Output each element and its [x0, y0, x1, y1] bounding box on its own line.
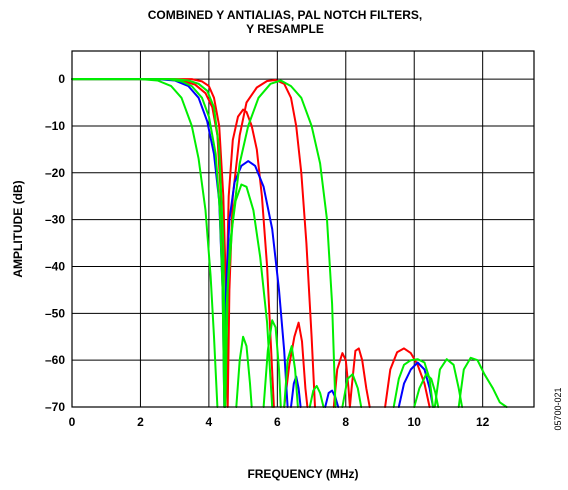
series-line-19: [433, 358, 464, 408]
y-tick-labels: 0 –10 –20 –30 –40 –50 –60 –70: [45, 72, 65, 414]
series-line-11: [71, 78, 337, 408]
chart-title-line-2: Y RESAMPLE: [246, 22, 324, 36]
series-line-9: [71, 78, 219, 408]
series-line-14: [283, 345, 299, 408]
series-line-13: [262, 319, 282, 408]
y-tick-label-4: –40: [45, 259, 65, 273]
x-axis-label: FREQUENCY (MHz): [247, 467, 358, 481]
x-tick-label-4: 8: [342, 415, 349, 429]
series-group: [71, 78, 508, 408]
series-line-7: [324, 389, 340, 408]
x-tick-label-0: 0: [69, 415, 76, 429]
y-axis-label: AMPLITUDE (dB): [11, 180, 25, 277]
x-tick-labels: 0 2 4 6 8 10 12: [69, 415, 490, 429]
series-line-12: [235, 335, 253, 408]
series-line-1: [71, 78, 316, 408]
y-tick-label-1: –10: [45, 119, 65, 133]
x-tick-label-2: 4: [206, 415, 213, 429]
y-tick-label-5: –50: [45, 306, 65, 320]
y-tick-label-0: 0: [58, 72, 65, 86]
series-line-0: [71, 78, 275, 408]
series-line-20: [457, 356, 508, 408]
chart-title-line-1: COMBINED Y ANTIALIAS, PAL NOTCH FILTERS,: [148, 8, 422, 22]
series-line-5: [71, 78, 289, 408]
y-tick-label-6: –60: [45, 353, 65, 367]
series-line-16: [341, 373, 363, 408]
y-tick-label-2: –20: [45, 166, 65, 180]
x-tick-label-1: 2: [137, 415, 144, 429]
x-tick-label-3: 6: [274, 415, 281, 429]
series-line-15: [308, 384, 325, 408]
series-line-2: [283, 321, 309, 408]
y-tick-label-7: –70: [45, 400, 65, 414]
x-tick-label-5: 10: [408, 415, 422, 429]
series-line-8: [397, 361, 434, 408]
series-line-3: [332, 347, 371, 408]
x-tick-label-6: 12: [476, 415, 490, 429]
y-tick-label-3: –30: [45, 213, 65, 227]
plot-frame: [71, 50, 535, 408]
figure-code: 05700-021: [553, 387, 563, 430]
